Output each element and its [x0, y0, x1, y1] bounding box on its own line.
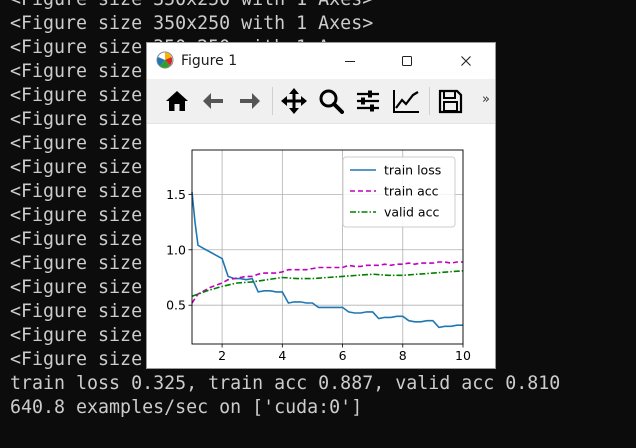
figure-window[interactable]: Figure 1 [146, 42, 496, 369]
figure-canvas[interactable]: 2 4 6 8 10 0.5 1.0 1.5 train loss train acc valid … [147, 124, 495, 368]
configure-subplots-button[interactable] [351, 84, 385, 118]
minimize-icon [345, 61, 355, 62]
close-button[interactable] [443, 43, 489, 79]
y-tick-label: 0.5 [166, 298, 186, 313]
line-chart: 2 4 6 8 10 0.5 1.0 1.5 train loss train acc valid … [166, 149, 471, 363]
save-icon [438, 89, 463, 114]
pan-button[interactable] [277, 84, 311, 118]
toolbar-overflow-button[interactable]: » [482, 92, 490, 107]
close-icon [461, 56, 471, 66]
title-bar[interactable]: Figure 1 [147, 43, 495, 79]
axes-frame [191, 149, 464, 345]
toolbar-separator [272, 87, 273, 115]
back-arrow-icon [203, 93, 223, 109]
legend-label: train acc [384, 184, 439, 199]
forward-button[interactable] [232, 84, 266, 118]
legend-label: train loss [384, 163, 441, 178]
series-line-valid-acc [191, 270, 464, 298]
x-tick-label: 6 [339, 348, 347, 363]
maximize-icon [402, 56, 412, 66]
x-tick-label: 4 [278, 348, 286, 363]
zoom-button[interactable] [314, 84, 348, 118]
matplotlib-logo-icon [156, 51, 174, 69]
series-line-train-loss [191, 192, 463, 329]
window-title: Figure 1 [181, 53, 238, 69]
toolbar-separator [429, 87, 430, 115]
terminal-line: 640.8 examples/sec on ['cuda:0'] [10, 397, 363, 418]
configure-subplots-icon [357, 90, 379, 112]
home-icon [166, 91, 188, 111]
terminal-line: <Figure size 350x250 with 1 Axes> [10, 0, 560, 12]
forward-arrow-icon [240, 93, 260, 109]
y-tick-label: 1.0 [166, 242, 186, 257]
minimize-button[interactable] [327, 43, 373, 79]
zoom-icon [319, 89, 344, 114]
legend-label: valid acc [384, 205, 439, 220]
home-button[interactable] [160, 84, 194, 118]
save-button[interactable] [433, 84, 467, 118]
terminal-line: train loss 0.325, train acc 0.887, valid… [10, 373, 561, 394]
pan-icon [281, 88, 307, 114]
terminal-line: <Figure size 350x250 with 1 Axes> [10, 13, 374, 34]
y-tick-label: 1.5 [166, 187, 186, 202]
maximize-button[interactable] [384, 43, 430, 79]
edit-axis-icon [393, 90, 419, 113]
x-tick-label: 10 [455, 348, 471, 363]
x-tick-label: 8 [399, 348, 407, 363]
edit-axis-button[interactable] [389, 84, 423, 118]
back-button[interactable] [197, 84, 231, 118]
legend-box [342, 156, 456, 228]
navigation-toolbar: » [147, 79, 495, 124]
x-tick-label: 2 [218, 348, 226, 363]
series-line-train-acc [191, 261, 463, 304]
